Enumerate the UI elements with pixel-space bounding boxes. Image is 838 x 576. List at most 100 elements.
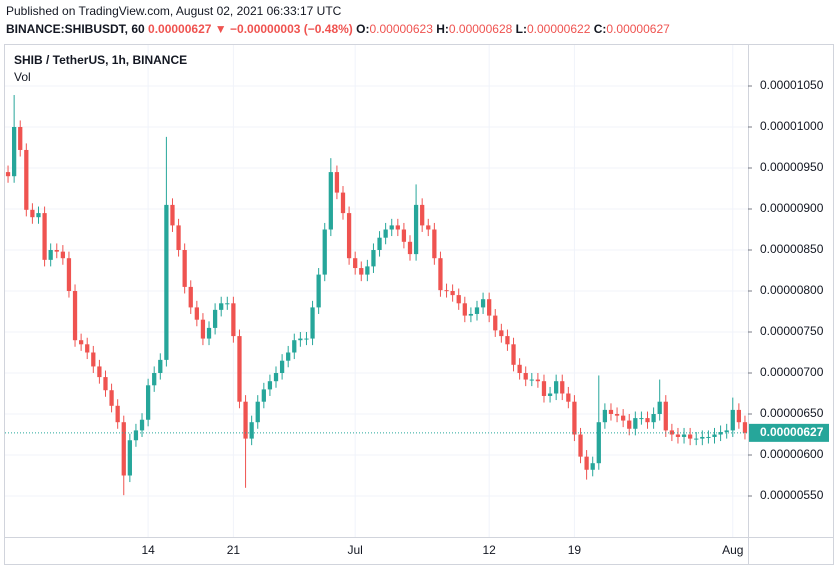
candle-body [389, 225, 394, 230]
ohlc-value: 0.00000627 [606, 22, 670, 36]
candle-body [286, 352, 291, 361]
last-price-label: 0.00000627 [760, 425, 824, 439]
candle-body [158, 359, 163, 373]
candle-body [480, 299, 486, 308]
candle-body [420, 204, 425, 226]
candle-body [261, 389, 266, 402]
candle-body [188, 286, 193, 308]
y-tick-label: 0.00000850 [760, 242, 824, 256]
candle-body [450, 291, 455, 296]
candle-body [359, 268, 364, 275]
candle-body [85, 344, 90, 353]
candle-body [36, 213, 41, 218]
candle-body [663, 401, 668, 431]
candle-body [279, 360, 285, 373]
x-tick-label: 14 [141, 543, 155, 557]
candle-body [145, 385, 151, 420]
candle-body [176, 225, 181, 250]
candle-body [395, 225, 400, 230]
candle-body [109, 390, 114, 406]
candle-body [718, 432, 723, 435]
frame [4, 44, 834, 565]
candle-body [651, 414, 656, 423]
candle-body [645, 418, 650, 423]
ohlc-label: H: [436, 22, 449, 36]
y-tick-label: 0.00000550 [760, 488, 824, 502]
y-tick-label: 0.00001000 [760, 119, 824, 133]
candle-body [468, 313, 474, 316]
candle-body [200, 319, 206, 339]
y-tick-label: 0.00000950 [760, 160, 824, 174]
candle-body [560, 381, 565, 394]
x-tick-label: 21 [227, 543, 241, 557]
last: 0.00000627 [148, 22, 212, 36]
candle-body [487, 299, 492, 316]
candle-body [371, 250, 376, 267]
candle-body [170, 204, 175, 226]
candle-body [742, 422, 748, 433]
candle-body [103, 377, 108, 391]
candle-body [517, 364, 522, 373]
candle-body [97, 366, 102, 378]
candle-body [426, 225, 431, 230]
ohlc-value: 0.00000623 [369, 22, 433, 36]
candles [5, 95, 748, 496]
candle-body [541, 381, 547, 396]
candle-body [273, 373, 279, 382]
candle-body [724, 430, 729, 433]
x-tick-label: 19 [568, 543, 582, 557]
candle-body [60, 251, 65, 259]
candle-body [675, 434, 681, 437]
candle-body [621, 415, 626, 421]
candle-body [255, 401, 260, 423]
candle-body [30, 209, 35, 218]
published-note: Published on TradingView.com, August 02,… [6, 4, 342, 18]
candle-body [633, 418, 638, 429]
candle-body [66, 258, 72, 291]
candle-body [554, 381, 559, 394]
candle-body [688, 434, 693, 439]
candle-body [566, 393, 571, 402]
y-tick-label: 0.00000900 [760, 201, 824, 215]
candle-body [700, 436, 705, 439]
candle-body [340, 192, 346, 214]
candle-body [444, 290, 449, 292]
y-tick-label: 0.00000650 [760, 406, 824, 420]
candle-body [127, 440, 132, 476]
candle-body [346, 213, 352, 259]
candle-body [584, 456, 589, 470]
candle-body [292, 340, 297, 353]
last-price-tag [749, 423, 829, 442]
candle-body [493, 315, 498, 331]
candle-body [18, 127, 23, 150]
candle-body [24, 149, 29, 210]
candle-body [219, 303, 224, 310]
candle-body [206, 327, 212, 339]
candle-body [164, 204, 169, 360]
candle-body [438, 258, 443, 291]
candle-body [48, 250, 53, 260]
candle-body [401, 229, 407, 242]
ohlc-value: 0.00000628 [449, 22, 513, 36]
x-tick-label: Aug [722, 543, 743, 557]
candle-body [78, 340, 84, 345]
candle-body [182, 250, 187, 287]
candle-body [121, 422, 126, 476]
candle-body [694, 438, 699, 440]
candle-body [334, 172, 340, 193]
candle-body [523, 373, 528, 380]
candle-body [407, 241, 413, 255]
candle-body [639, 418, 644, 420]
candle-body [413, 204, 419, 255]
candle-body [91, 352, 96, 367]
candle-body [706, 436, 711, 438]
candle-body [231, 303, 236, 337]
candle-body [590, 463, 595, 470]
candle-body [54, 250, 59, 252]
y-tick-label: 0.00000750 [760, 324, 824, 338]
change: −0.00000003 (−0.48%) [230, 22, 353, 36]
candle-body [608, 409, 614, 414]
